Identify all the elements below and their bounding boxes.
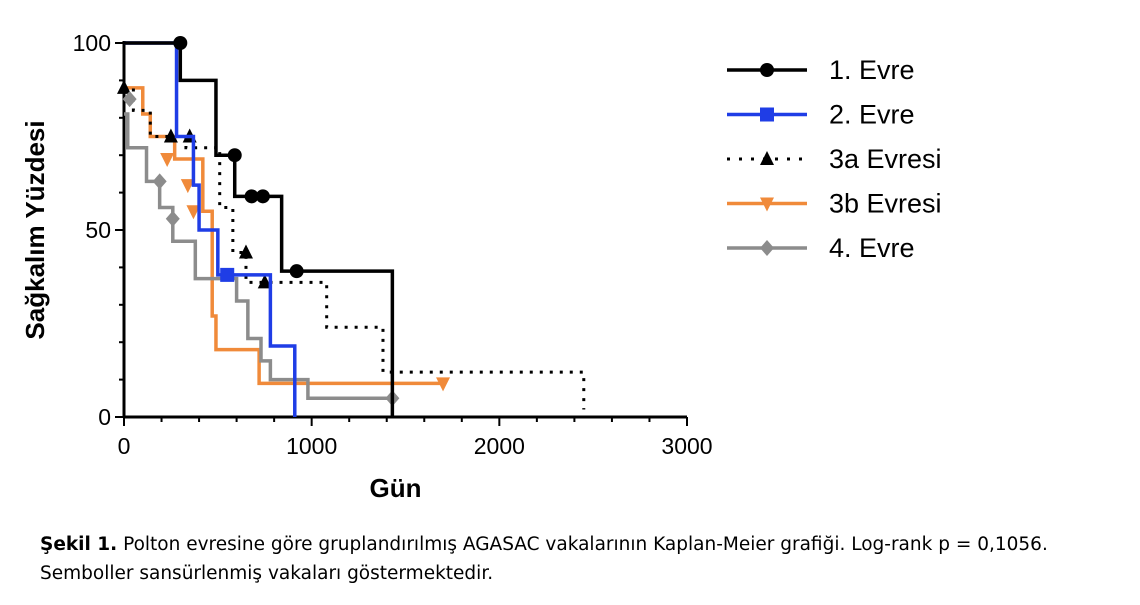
- legend-marker: [760, 240, 774, 256]
- censor-marker: [257, 274, 272, 289]
- censor-marker: [227, 148, 242, 163]
- censor-marker: [152, 173, 167, 190]
- x-axis-title: Gün: [370, 473, 422, 503]
- censor-marker: [180, 179, 195, 194]
- legend-entry: 4. Evre: [727, 233, 915, 263]
- censor-marker: [160, 152, 175, 167]
- series-line-5: [124, 112, 393, 401]
- censor-marker: [165, 210, 180, 227]
- series-line-2: [124, 41, 297, 417]
- censor-marker: [186, 205, 201, 220]
- censor-marker: [255, 189, 270, 204]
- x-tick-label: 2000: [474, 433, 525, 459]
- caption-text: Polton evresine göre gruplandırılmış AGA…: [40, 534, 1048, 584]
- y-tick-label: 50: [85, 217, 111, 243]
- series-line-4: [124, 86, 444, 386]
- censor-marker: [244, 189, 259, 204]
- legend-label: 4. Evre: [829, 233, 915, 263]
- caption-label: Şekil 1.: [40, 534, 118, 555]
- y-tick-label: 100: [73, 30, 111, 56]
- x-tick-label: 0: [118, 433, 131, 459]
- censor-marker: [238, 244, 253, 259]
- censor-marker: [173, 36, 188, 50]
- y-tick-label: 0: [98, 404, 111, 430]
- legend-label: 3b Evresi: [829, 189, 942, 219]
- y-axis-title: Sağkalım Yüzdesi: [20, 120, 50, 339]
- legend-marker: [760, 107, 774, 122]
- legend-marker: [760, 151, 774, 165]
- legend-entry: 2. Evre: [727, 100, 915, 130]
- legend-entry: 1. Evre: [727, 55, 915, 85]
- legend-label: 2. Evre: [829, 100, 915, 130]
- censor-marker: [436, 377, 451, 392]
- censor-marker: [220, 267, 235, 282]
- legend: 1. Evre 2. Evre 3a Evresi 3b Evresi 4. Evre: [727, 55, 942, 263]
- censor-marker: [163, 128, 178, 143]
- x-tick-label: 3000: [661, 433, 712, 459]
- legend-marker: [760, 63, 774, 77]
- legend-label: 3a Evresi: [829, 144, 942, 174]
- censor-marker: [289, 264, 304, 279]
- censor-marker: [122, 91, 137, 108]
- x-tick-label: 1000: [286, 433, 337, 459]
- figure-caption: Şekil 1. Polton evresine göre gruplandır…: [40, 530, 1120, 588]
- legend-label: 1. Evre: [829, 55, 915, 85]
- legend-marker: [760, 197, 774, 212]
- legend-entry: 3a Evresi: [727, 144, 942, 174]
- legend-entry: 3b Evresi: [727, 189, 942, 219]
- plot-area: [117, 36, 586, 417]
- censor-marker: [117, 79, 131, 94]
